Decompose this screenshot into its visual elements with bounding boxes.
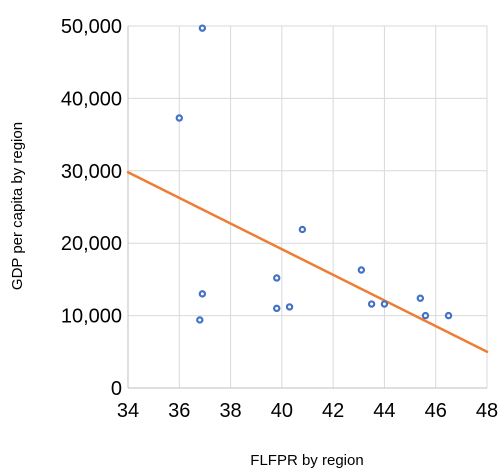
data-point [196,316,204,324]
data-point [416,294,425,302]
y-axis-title: GDP per capita by region [9,122,26,290]
y-tick-label: 0 [111,378,122,400]
trendline [126,170,489,354]
x-tick-label: 40 [271,400,293,422]
data-point [285,303,294,311]
data-point [198,24,207,32]
x-axis-title: FLFPR by region [250,452,363,469]
x-tick-label: 46 [425,400,447,422]
y-tick-labels: 0 10,000 20,000 30,000 40,000 50,000 [61,16,122,400]
gridlines [128,25,488,388]
x-tick-labels: 34 36 38 40 42 44 46 48 [117,400,498,422]
data-point [273,304,281,313]
data-point [421,311,430,320]
data-point [357,266,366,274]
y-tick-label: 10,000 [61,306,122,328]
data-point [273,274,281,282]
x-tick-label: 34 [117,400,139,422]
x-tick-label: 38 [219,400,241,422]
y-tick-label: 20,000 [61,233,122,255]
axes [127,26,487,389]
data-point [175,114,183,122]
data-point [367,300,376,308]
x-tick-label: 44 [373,400,395,422]
data-point [444,311,453,320]
data-point [198,290,207,298]
y-tick-label: 50,000 [61,16,122,38]
data-point [298,225,307,234]
trendline-layer [126,170,489,354]
y-tick-label: 40,000 [61,88,122,110]
y-tick-label: 30,000 [61,161,122,183]
data-points [175,24,453,324]
x-tick-label: 42 [322,400,344,422]
x-tick-label: 36 [168,400,190,422]
x-tick-label: 48 [476,400,498,422]
data-point [380,300,389,308]
